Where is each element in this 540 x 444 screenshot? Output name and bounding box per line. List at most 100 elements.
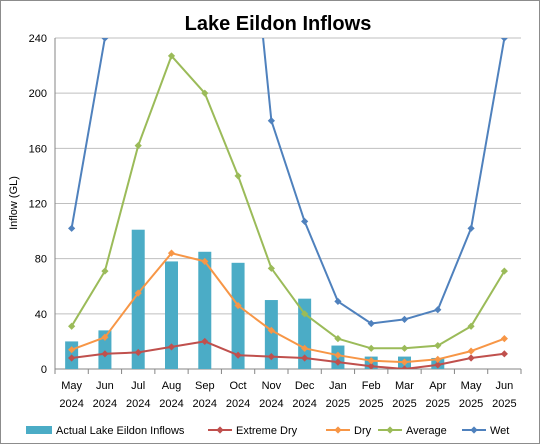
data-point bbox=[367, 344, 375, 352]
series-line bbox=[71, 252, 505, 364]
x-tick-label: Oct bbox=[230, 380, 247, 392]
x-tick-label: 2025 bbox=[426, 398, 450, 410]
series-line bbox=[71, 340, 505, 369]
data-point bbox=[167, 249, 176, 257]
data-point bbox=[267, 264, 275, 272]
gridlines bbox=[55, 37, 521, 315]
data-point bbox=[201, 337, 209, 346]
legend-marker bbox=[334, 426, 342, 434]
x-tick-label: 2024 bbox=[126, 398, 150, 410]
data-point bbox=[334, 297, 342, 306]
legend-marker bbox=[470, 426, 478, 434]
data-point bbox=[434, 355, 442, 363]
x-tick-label: 2024 bbox=[159, 398, 183, 410]
data-point bbox=[167, 52, 176, 60]
series-line bbox=[70, 54, 506, 350]
data-point bbox=[334, 358, 342, 366]
legend-label: Average bbox=[406, 425, 447, 437]
x-tick-label: Dec bbox=[295, 380, 315, 392]
y-tick-label: 200 bbox=[29, 88, 47, 100]
y-tick-label: 0 bbox=[41, 364, 47, 376]
data-point bbox=[434, 341, 442, 350]
data-point bbox=[400, 358, 409, 366]
bar bbox=[198, 251, 212, 369]
x-tick-label: 2025 bbox=[326, 398, 350, 410]
data-point bbox=[68, 224, 76, 232]
data-point bbox=[301, 217, 309, 226]
data-point bbox=[467, 224, 475, 232]
chart-title: Lake Eildon Inflows bbox=[185, 13, 372, 35]
legend-label: Wet bbox=[490, 425, 509, 437]
data-point bbox=[500, 350, 508, 358]
bar bbox=[165, 261, 178, 369]
data-point bbox=[267, 117, 275, 125]
axes bbox=[54, 38, 522, 374]
y-tick-label: 80 bbox=[35, 254, 47, 266]
line-series bbox=[68, 38, 508, 369]
data-point bbox=[301, 310, 309, 318]
data-point bbox=[201, 257, 209, 266]
data-point bbox=[434, 361, 442, 369]
data-point bbox=[134, 348, 142, 357]
x-tick-label: 2025 bbox=[359, 398, 383, 410]
data-point bbox=[301, 344, 309, 352]
x-tick-label: 2024 bbox=[193, 398, 217, 410]
x-tick-label: 2025 bbox=[492, 398, 516, 410]
data-point bbox=[167, 343, 176, 351]
x-tick-label: 2024 bbox=[93, 398, 117, 410]
legend-marker bbox=[386, 426, 394, 434]
data-point bbox=[500, 335, 508, 343]
data-point bbox=[101, 267, 109, 275]
data-point bbox=[467, 322, 475, 330]
y-tick-label: 40 bbox=[35, 309, 47, 321]
x-tick-label: Jun bbox=[96, 380, 114, 392]
data-point bbox=[467, 347, 475, 355]
bar bbox=[231, 262, 245, 369]
x-tick-label: Jan bbox=[329, 380, 347, 392]
x-tick-label: 2025 bbox=[459, 398, 483, 410]
x-tick-label: Mar bbox=[395, 380, 414, 392]
x-tick-label: 2025 bbox=[392, 398, 416, 410]
x-tick-label: May bbox=[461, 380, 482, 392]
legend-marker bbox=[216, 426, 224, 434]
legend-label: Actual Lake Eildon Inflows bbox=[56, 425, 185, 437]
x-tick-label: Aug bbox=[162, 380, 182, 392]
x-tick-label: Feb bbox=[362, 380, 381, 392]
data-point bbox=[101, 38, 109, 42]
data-point bbox=[467, 354, 475, 362]
data-point bbox=[500, 38, 508, 42]
data-point bbox=[400, 315, 409, 323]
legend-label: Dry bbox=[354, 425, 372, 437]
legend: Actual Lake Eildon Inflows Extreme Dry Dry… bbox=[26, 425, 509, 437]
data-point bbox=[334, 335, 342, 343]
bar bbox=[131, 229, 145, 369]
data-point bbox=[201, 89, 209, 97]
data-point bbox=[434, 306, 442, 314]
x-tick-label: Sep bbox=[195, 380, 215, 392]
x-tick-label: Apr bbox=[429, 380, 446, 392]
legend-label: Extreme Dry bbox=[236, 425, 298, 437]
data-point bbox=[400, 365, 409, 369]
data-point bbox=[500, 267, 508, 275]
y-tick-label: 240 bbox=[29, 33, 47, 45]
x-tick-label: 2024 bbox=[259, 398, 283, 410]
x-tick-label: 2024 bbox=[292, 398, 316, 410]
data-point bbox=[134, 141, 142, 150]
data-point bbox=[301, 354, 309, 362]
data-point bbox=[101, 350, 109, 358]
series-line bbox=[70, 38, 506, 325]
bar bbox=[98, 330, 112, 369]
data-point bbox=[68, 322, 76, 330]
data-point bbox=[267, 352, 275, 361]
x-tick-label: Jul bbox=[131, 380, 145, 392]
x-tick-label: Jun bbox=[495, 380, 513, 392]
data-point bbox=[267, 326, 275, 334]
legend-swatch bbox=[26, 426, 52, 434]
data-point bbox=[101, 333, 109, 341]
data-point bbox=[68, 346, 76, 354]
y-axis-label: Inflow (GL) bbox=[8, 176, 20, 230]
data-point bbox=[367, 319, 375, 328]
tick-labels: 0 40 80 120 160 200 240 May 2024 Jun 2024 Jul 2024 Au… bbox=[29, 33, 517, 410]
